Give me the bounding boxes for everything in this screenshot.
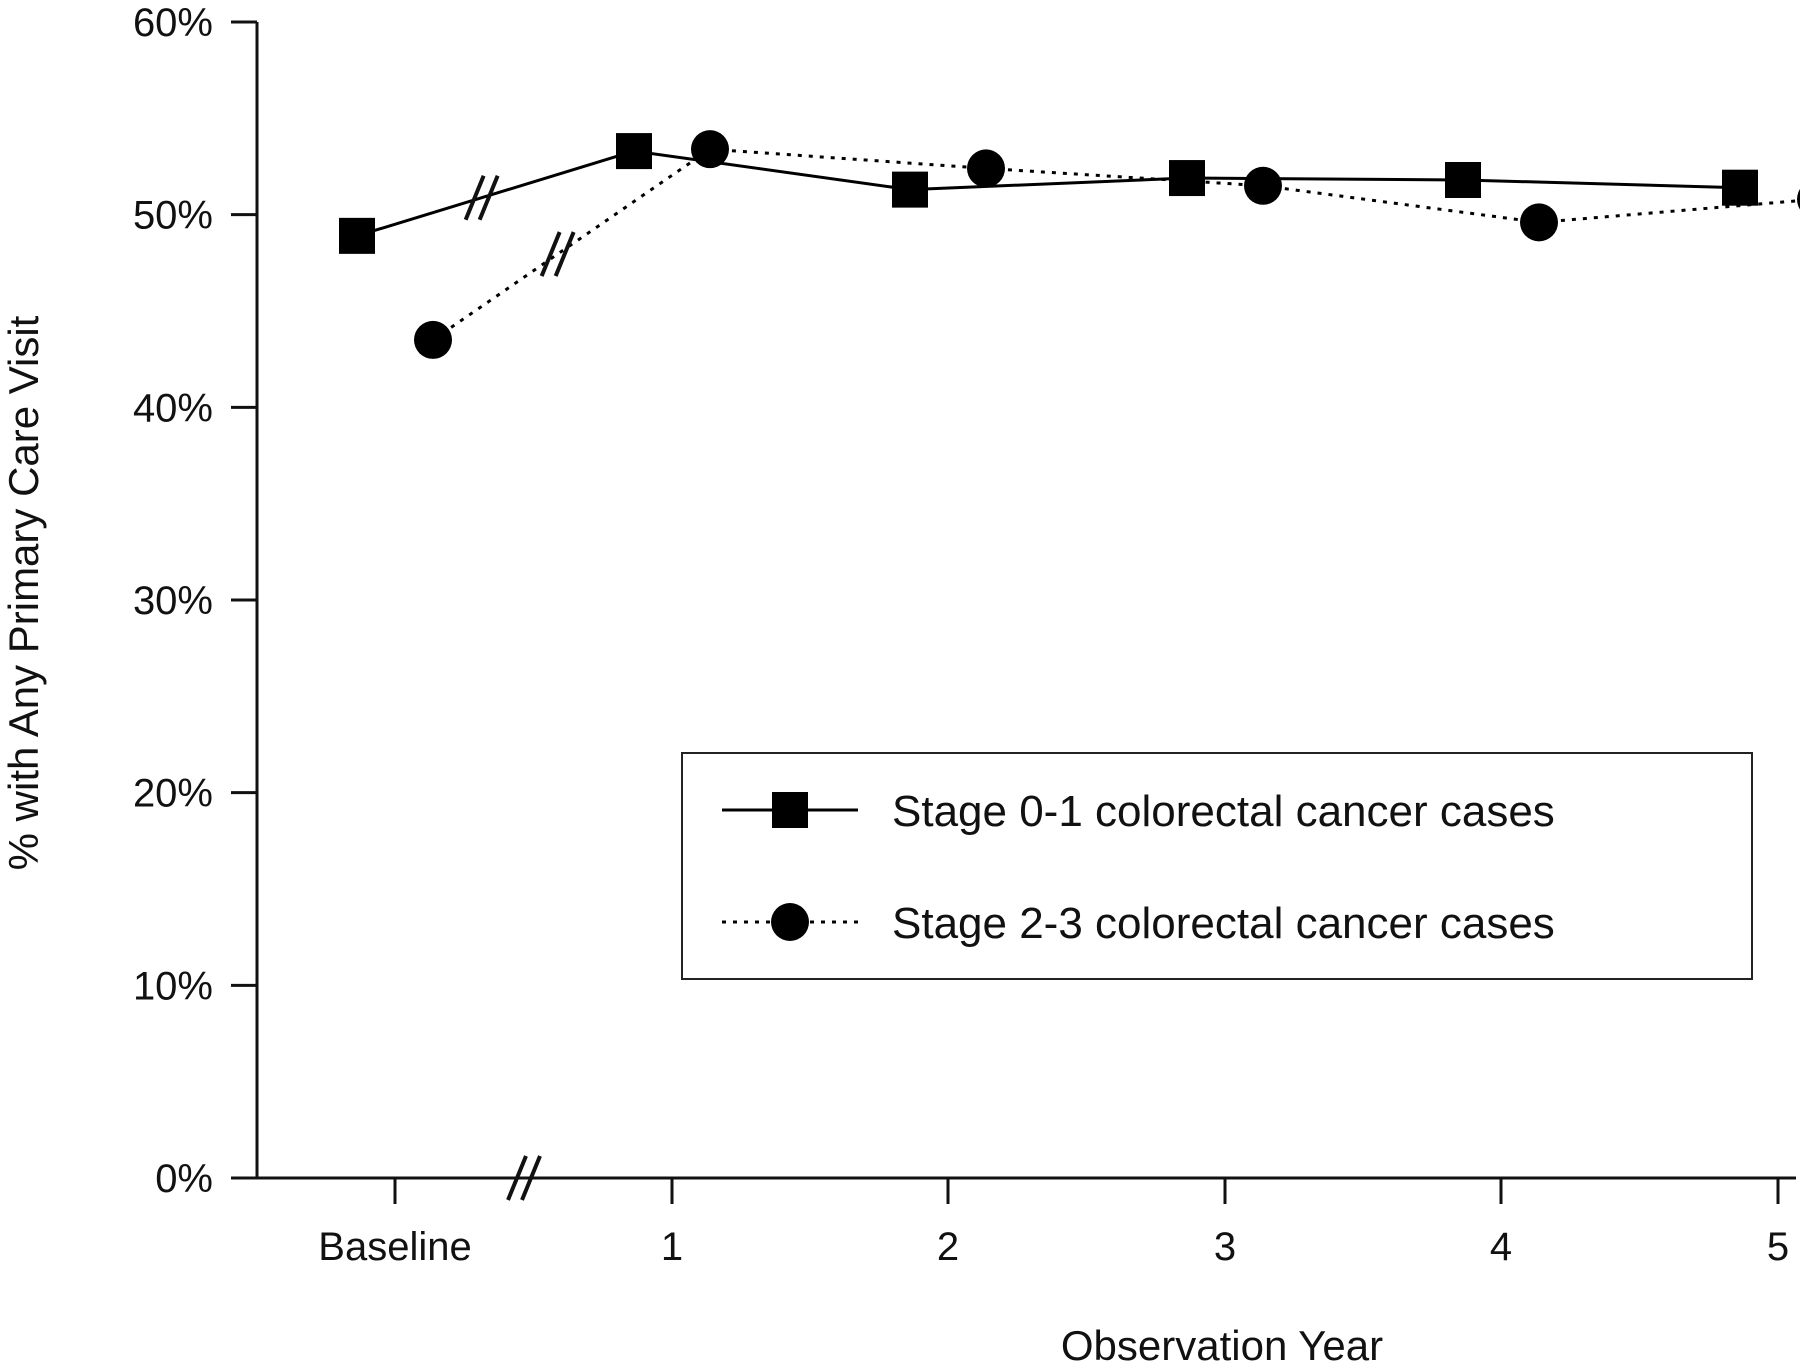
x-tick-label: 1: [661, 1225, 683, 1269]
data-point: [1722, 169, 1758, 206]
series-segment: [1462, 178, 1741, 190]
x-tick-label: 3: [1214, 1225, 1236, 1269]
y-tick-label: 50%: [133, 194, 213, 238]
data-point: [967, 149, 1005, 188]
series-segment: [709, 147, 987, 170]
series-segment: [909, 176, 1188, 192]
y-tick-label: 10%: [133, 964, 213, 1008]
legend-label: Stage 2-3 colorectal cancer cases: [892, 899, 1555, 948]
data-point: [616, 133, 652, 170]
y-tick-label: 60%: [133, 1, 213, 45]
series-segment: [633, 149, 911, 192]
x-tick-label: 4: [1490, 1225, 1512, 1269]
x-tick-label: Baseline: [318, 1225, 471, 1269]
series-segment: [1538, 199, 1800, 224]
series-1: [339, 133, 1758, 254]
y-tick-label: 40%: [133, 386, 213, 430]
legend-marker: [772, 792, 808, 828]
data-point: [339, 217, 375, 254]
legend-label: Stage 0-1 colorectal cancer cases: [892, 787, 1555, 836]
series-segment: [1262, 184, 1540, 224]
axis-break-mark: [539, 231, 576, 277]
series-layer: [339, 130, 1800, 1201]
axis-break-mark: [463, 174, 500, 221]
x-axis: Baseline 1 2 3 4 5: [257, 1176, 1796, 1269]
legend-entry: Stage 0-1 colorectal cancer cases: [722, 787, 1555, 836]
data-point: [691, 130, 729, 169]
series-segment: [356, 149, 635, 238]
data-point: [1244, 166, 1282, 205]
y-axis: 0% 10% 20% 30% 40% 50% 60%: [133, 1, 259, 1201]
legend: Stage 0-1 colorectal cancer cases Stage 2…: [681, 752, 1753, 980]
series-segment: [985, 166, 1264, 188]
data-point: [1169, 160, 1205, 197]
legend-entries: Stage 0-1 colorectal cancer cases Stage 2…: [722, 787, 1555, 948]
y-tick-label: 30%: [133, 579, 213, 623]
x-axis-title: Observation Year: [1061, 1322, 1383, 1369]
data-point: [414, 320, 452, 359]
x-tick-label: 5: [1767, 1225, 1789, 1269]
legend-marker: [771, 903, 809, 941]
data-point: [1520, 203, 1558, 242]
series-segment: [432, 147, 711, 342]
series-segment: [1186, 176, 1464, 182]
legend-entry: Stage 2-3 colorectal cancer cases: [722, 899, 1555, 948]
y-tick-label: 20%: [133, 772, 213, 816]
data-point: [1445, 161, 1481, 198]
x-tick-label: 2: [937, 1225, 959, 1269]
y-axis-title: % with Any Primary Care Visit: [0, 315, 47, 870]
legend-box: [681, 752, 1753, 980]
data-point: [1797, 189, 1800, 210]
series-2: [414, 130, 1800, 359]
axis-break-mark: [506, 1155, 542, 1201]
data-point: [892, 171, 928, 208]
y-tick-label: 0%: [155, 1157, 213, 1201]
